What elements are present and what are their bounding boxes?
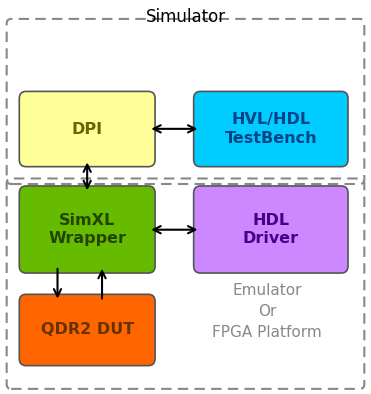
FancyBboxPatch shape [19,294,155,366]
Text: QDR2 DUT: QDR2 DUT [40,322,134,338]
FancyBboxPatch shape [194,91,348,167]
FancyBboxPatch shape [19,91,155,167]
Text: Emulator
Or
FPGA Platform: Emulator Or FPGA Platform [212,283,322,340]
Text: Simulator: Simulator [145,7,226,26]
FancyBboxPatch shape [19,186,155,273]
Text: HDL
Driver: HDL Driver [243,213,299,246]
Text: SimXL
Wrapper: SimXL Wrapper [48,213,126,246]
FancyBboxPatch shape [194,186,348,273]
Text: DPI: DPI [72,121,103,137]
Text: HVL/HDL
TestBench: HVL/HDL TestBench [224,112,317,146]
